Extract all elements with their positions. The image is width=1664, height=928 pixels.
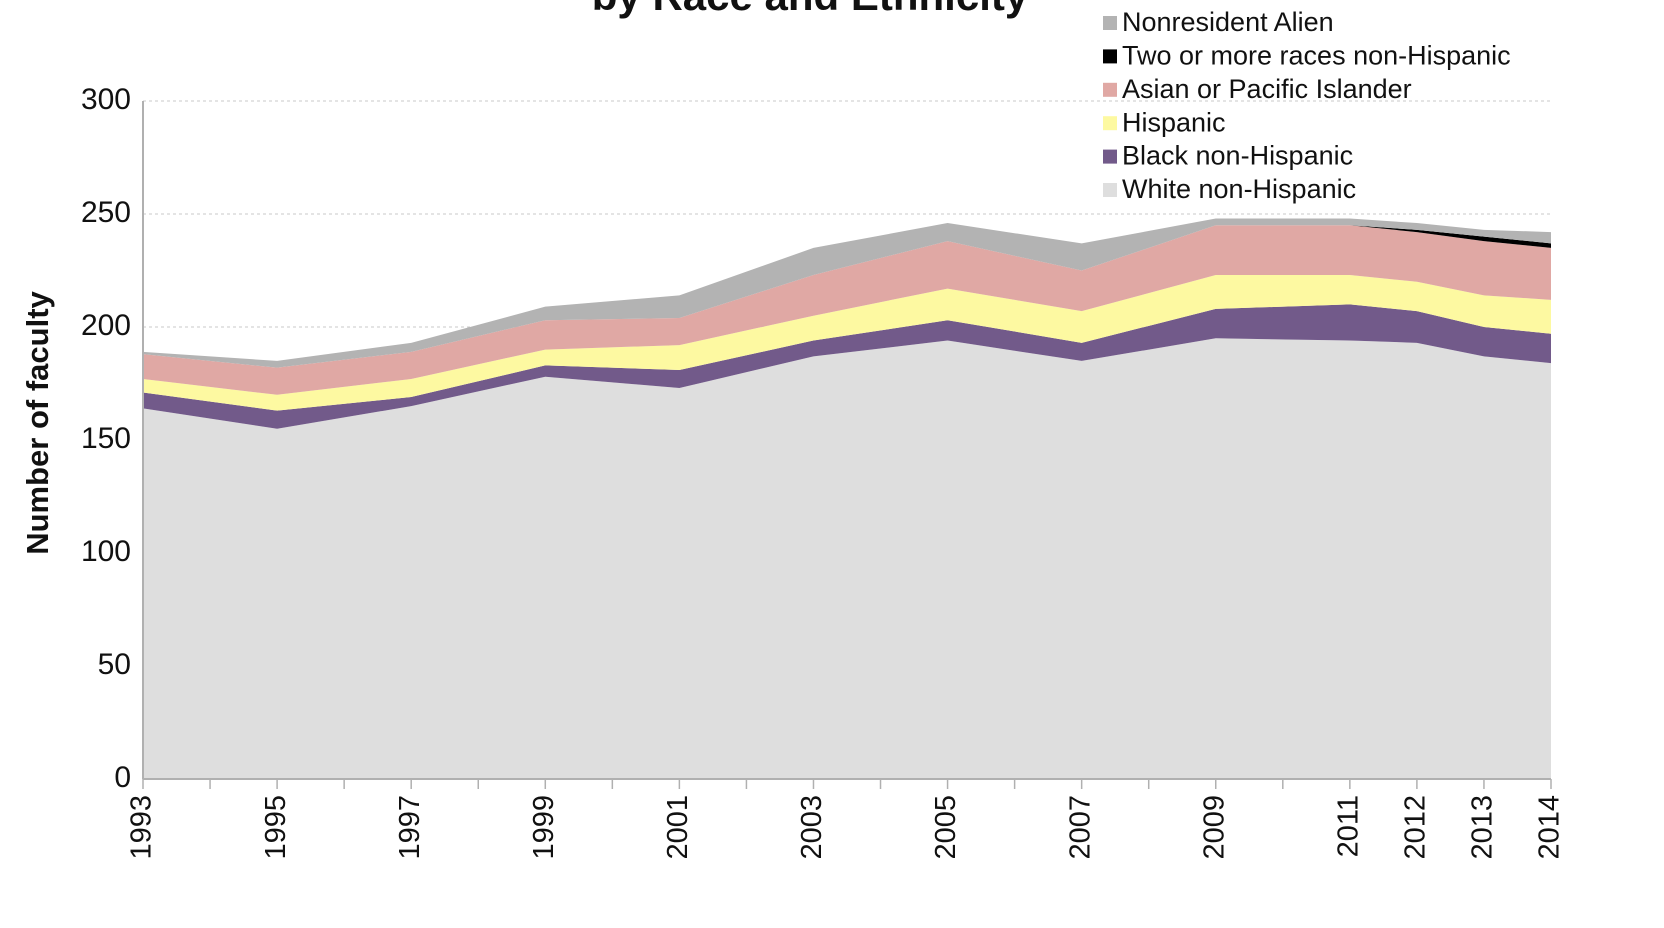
x-tick-label: 1999	[528, 795, 560, 860]
legend-label: Two or more races non-Hispanic	[1122, 41, 1511, 71]
area	[143, 225, 1551, 395]
y-tick-label: 250	[81, 196, 131, 229]
x-tick-label: 1993	[126, 795, 158, 860]
legend-swatch	[1103, 149, 1117, 164]
y-tick-label: 100	[81, 535, 131, 568]
area	[143, 218, 1551, 368]
y-tick-label: 150	[81, 422, 131, 455]
legend-label: Black non-Hispanic	[1122, 141, 1353, 171]
area	[143, 275, 1551, 411]
legend-item: Asian or Pacific Islander	[1103, 74, 1412, 104]
chart-title: by Race and Ethnicity	[592, 0, 1029, 19]
legend-swatch	[1103, 49, 1117, 64]
x-tick-label: 2014	[1534, 795, 1566, 860]
legend-label: Asian or Pacific Islander	[1122, 74, 1412, 104]
legend-swatch	[1103, 183, 1117, 197]
x-tick-label: 2001	[662, 795, 694, 860]
area	[143, 304, 1551, 429]
y-axis-label: Number of faculty	[20, 290, 55, 554]
x-tick-label: 1997	[394, 795, 426, 860]
legend-item: Nonresident Alien	[1103, 7, 1334, 37]
x-tick-label: 1995	[260, 795, 292, 860]
x-tick-label: 2012	[1400, 795, 1432, 860]
legend-item: Two or more races non-Hispanic	[1103, 41, 1511, 71]
legend-swatch	[1103, 16, 1117, 30]
legend-item: Hispanic	[1103, 107, 1226, 137]
x-tick-label: 2011	[1333, 795, 1365, 857]
legend-label: Nonresident Alien	[1122, 7, 1334, 37]
y-tick-label: 0	[114, 761, 131, 794]
y-tick-label: 50	[98, 648, 131, 681]
legend-item: White non-Hispanic	[1103, 174, 1356, 204]
x-tick-label: 2003	[796, 795, 828, 860]
x-tick-label: 2009	[1198, 795, 1230, 860]
x-tick-label: 2013	[1467, 795, 1499, 860]
legend-swatch	[1103, 116, 1117, 131]
legend-swatch	[1103, 82, 1117, 97]
area	[143, 338, 1551, 779]
legend-label: Hispanic	[1122, 107, 1226, 137]
y-tick-label: 300	[81, 83, 131, 116]
legend-label: White non-Hispanic	[1122, 174, 1356, 204]
legend-item: Black non-Hispanic	[1103, 141, 1353, 171]
x-tick-label: 2007	[1064, 795, 1096, 860]
y-tick-label: 200	[81, 309, 131, 342]
x-tick-label: 2005	[930, 795, 962, 860]
